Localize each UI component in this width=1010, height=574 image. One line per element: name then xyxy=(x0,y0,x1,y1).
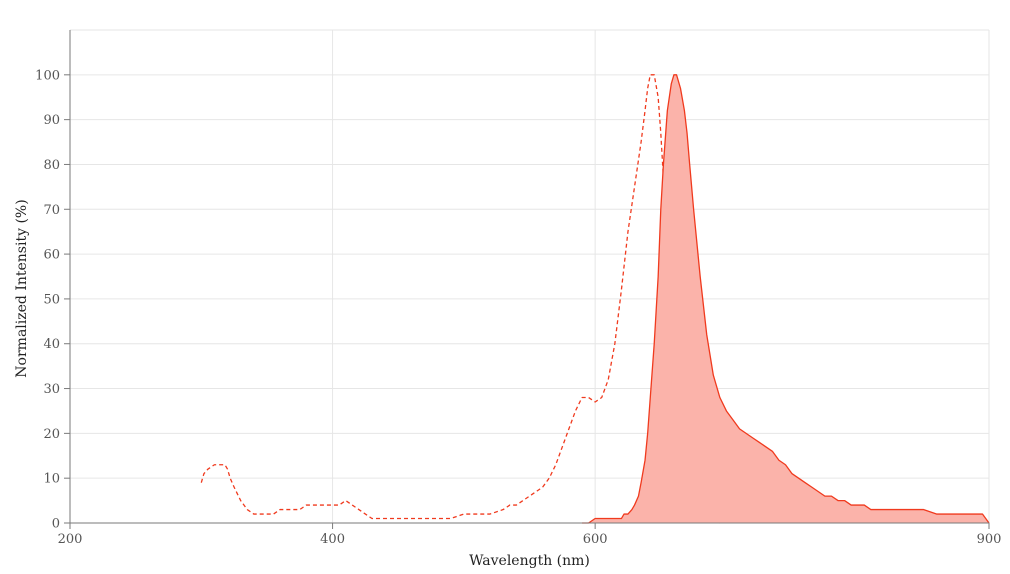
grid xyxy=(69,29,990,524)
y-ticks: 0 10 20 30 40 50 60 70 80 90 100 xyxy=(35,68,70,532)
y-tick-label: 100 xyxy=(35,68,60,83)
x-tick-label: 400 xyxy=(320,532,345,547)
emission-area xyxy=(582,74,989,523)
y-tick-label: 50 xyxy=(43,292,60,307)
x-ticks: 200 400 600 900 xyxy=(58,523,1002,547)
y-tick-label: 90 xyxy=(43,113,60,128)
y-tick-label: 70 xyxy=(43,203,60,218)
x-tick-label: 200 xyxy=(58,532,83,547)
axes xyxy=(69,30,989,524)
x-axis-title: Wavelength (nm) xyxy=(469,553,590,569)
y-tick-label: 20 xyxy=(43,427,60,442)
y-tick-label: 40 xyxy=(43,337,60,352)
y-tick-label: 60 xyxy=(43,248,60,263)
y-tick-label: 0 xyxy=(52,517,60,532)
emission-line xyxy=(582,74,990,524)
excitation-line xyxy=(200,74,721,524)
x-tick-label: 600 xyxy=(583,532,608,547)
series-layer xyxy=(200,74,990,524)
y-tick-label: 80 xyxy=(43,158,60,173)
y-tick-label: 30 xyxy=(43,382,60,397)
y-axis-title: Normalized Intensity (%) xyxy=(14,199,30,377)
x-tick-label: 900 xyxy=(977,532,1002,547)
y-tick-label: 10 xyxy=(43,472,60,487)
